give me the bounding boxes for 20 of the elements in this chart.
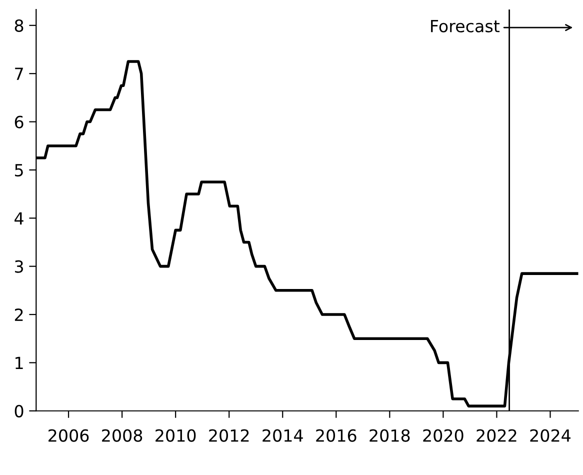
y-tick-label: 2 [14, 308, 23, 321]
y-tick-label: 1 [16, 356, 23, 370]
y-tick-label: 7 [15, 68, 23, 80]
x-tick-label: 2008 [102, 429, 142, 442]
x-tick-label: 2010 [156, 429, 196, 442]
x-tick-label: 2014 [262, 429, 303, 442]
y-tick-label: 4 [14, 212, 24, 224]
x-tick-label: 2018 [370, 429, 410, 442]
y-tick-label: 5 [15, 164, 23, 177]
x-tick-label: 2016 [316, 429, 356, 442]
x-tick-label: 2012 [209, 429, 249, 442]
x-tick-label: 2020 [423, 429, 464, 442]
x-tick-label: 2022 [476, 429, 516, 442]
ref-line-label: Forecast [431, 20, 500, 32]
y-tick-label: 6 [14, 116, 24, 128]
y-tick-label: 0 [14, 404, 24, 418]
x-tick-label: 2024 [530, 429, 571, 442]
y-tick-label: 8 [14, 19, 24, 32]
x-tick-label: 2006 [48, 429, 89, 442]
y-tick-label: 3 [15, 260, 24, 273]
